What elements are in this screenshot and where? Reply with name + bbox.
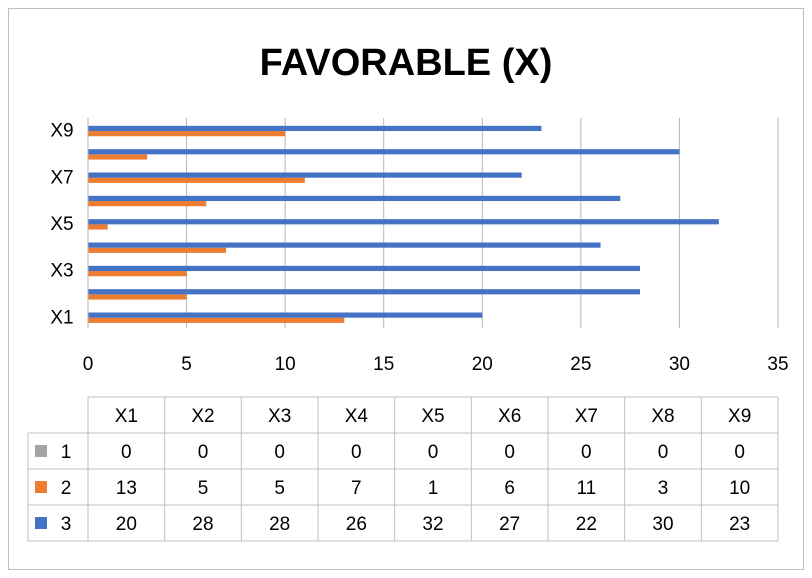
series-name: 3: [61, 514, 72, 535]
bar: [88, 294, 187, 300]
bar: [88, 149, 680, 155]
table-value-cell: 28: [192, 514, 213, 535]
table-header-cell: X9: [728, 406, 751, 427]
table-value-cell: 32: [422, 514, 443, 535]
bar: [88, 317, 345, 323]
table-value-cell: 0: [734, 442, 745, 463]
y-tick-label: X3: [50, 261, 73, 282]
bar: [88, 195, 621, 202]
table-value-cell: 10: [729, 478, 750, 499]
y-tick-label: X9: [50, 121, 73, 142]
chart-title: FAVORABLE (X): [259, 42, 553, 84]
bar: [88, 271, 187, 277]
series-name: 2: [61, 478, 72, 499]
bar: [88, 154, 148, 160]
table-value-cell: 3: [658, 478, 669, 499]
table-header-cell: X3: [268, 406, 291, 427]
table-value-cell: 20: [116, 514, 137, 535]
bar: [88, 289, 640, 295]
bar: [88, 177, 305, 183]
table-value-cell: 22: [576, 514, 597, 535]
table-value-cell: 6: [504, 478, 515, 499]
series-name: 1: [61, 442, 72, 463]
table-header-cell: X7: [575, 406, 598, 427]
x-tick-label: 25: [570, 354, 591, 375]
legend-key: [35, 481, 47, 493]
bar: [88, 131, 286, 137]
table-header-cell: X1: [115, 406, 138, 427]
table-value-cell: 0: [351, 442, 362, 463]
table-value-cell: 13: [116, 478, 137, 499]
table-header-cell: X8: [651, 406, 674, 427]
bars: [88, 125, 719, 323]
legend-key: [35, 445, 47, 457]
table-header-cell: X2: [191, 406, 214, 427]
table-value-cell: 0: [658, 442, 669, 463]
table-value-cell: 26: [346, 514, 367, 535]
table-header-cell: X6: [498, 406, 521, 427]
table-value-cell: 27: [499, 514, 520, 535]
table-value-cell: 11: [576, 478, 596, 499]
bar: [88, 247, 226, 253]
bar: [88, 201, 207, 207]
table-value-cell: 1: [428, 478, 439, 499]
bar: [88, 312, 483, 318]
table-header-cell: X5: [421, 406, 444, 427]
x-tick-label: 30: [669, 354, 690, 375]
bar: [88, 125, 542, 132]
table-value-cell: 0: [581, 442, 592, 463]
table-value-cell: 5: [274, 478, 285, 499]
bar: [88, 172, 522, 178]
table-value-cell: 7: [351, 478, 362, 499]
x-tick-label: 5: [181, 354, 192, 375]
x-tick-label: 0: [83, 354, 94, 375]
chart-frame: [8, 8, 804, 570]
table-value-cell: 0: [428, 442, 439, 463]
bar: [88, 224, 108, 230]
y-tick-label: X7: [50, 167, 73, 188]
y-tick-label: X1: [50, 307, 73, 328]
table-value-cell: 30: [652, 514, 673, 535]
x-tick-label: 10: [275, 354, 296, 375]
table-value-cell: 23: [729, 514, 750, 535]
x-tick-label: 20: [472, 354, 493, 375]
table-value-cell: 0: [274, 442, 285, 463]
x-tick-label: 15: [373, 354, 394, 375]
bar: [88, 219, 719, 225]
bar: [88, 265, 640, 272]
table-value-cell: 0: [504, 442, 515, 463]
legend-key: [35, 517, 47, 529]
table-header-cell: X4: [345, 406, 369, 427]
data-table: X1 X2 X3 X4 X5 X6 X7 X8 X91 0 0 0 0 0 0 0 0 02 13 5 5 7 1 6 11 3 1…: [27, 396, 779, 542]
y-tick-label: X5: [50, 214, 73, 235]
axes: 0 5 10 15 20 25 30 35 X1 X3 X5 X7 X9: [50, 118, 789, 375]
table-value-cell: 28: [269, 514, 290, 535]
table-value-cell: 0: [121, 442, 132, 463]
table-value-cell: 5: [198, 478, 209, 499]
table-value-cell: 0: [198, 442, 209, 463]
x-tick-label: 35: [767, 354, 788, 375]
bar: [88, 242, 601, 248]
